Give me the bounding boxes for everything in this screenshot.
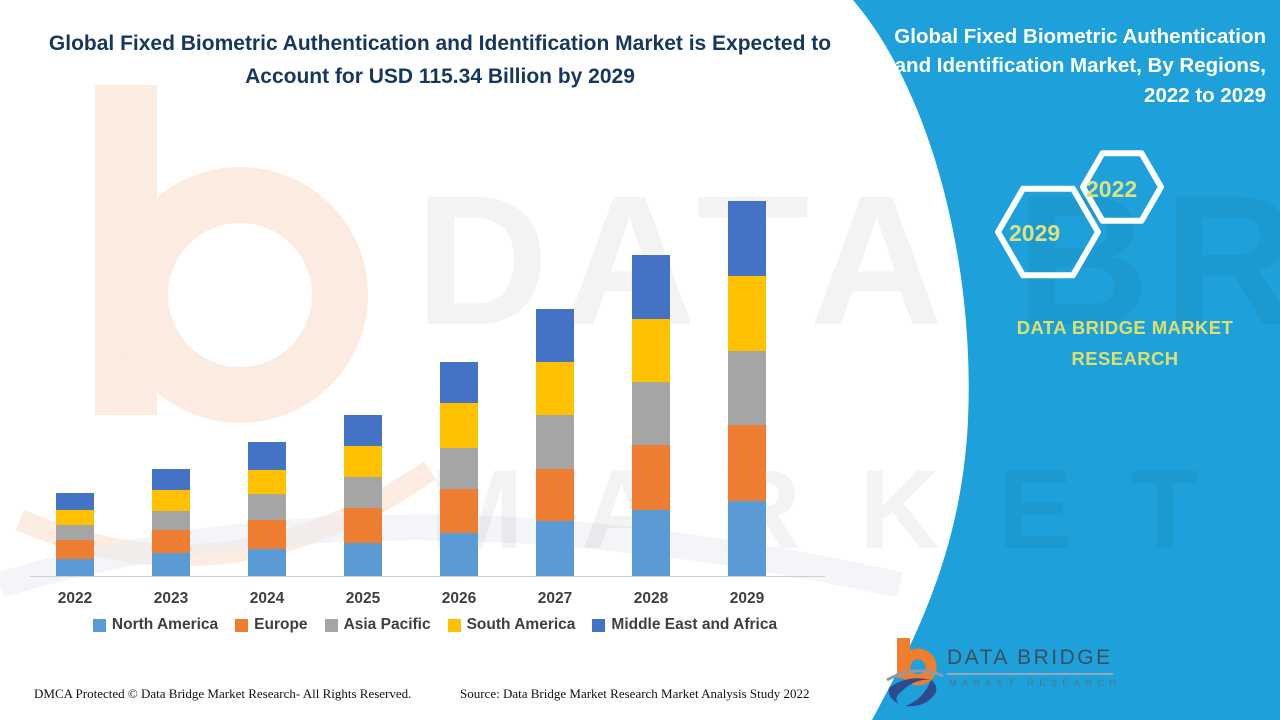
footer-dmca: DMCA Protected © Data Bridge Market Rese… (34, 686, 412, 701)
logo-b-icon (886, 638, 944, 707)
bar-segment (248, 442, 286, 471)
footer-source: Source: Data Bridge Market Research Mark… (460, 686, 810, 701)
bar-segment (344, 508, 382, 544)
x-tick-label: 2023 (153, 590, 189, 607)
brand-name: DATA BRIDGE MARKET RESEARCH (960, 312, 1280, 375)
bar-segment (248, 470, 286, 495)
hexagon-2022-label: 2022 (1086, 176, 1138, 202)
legend-label: Europe (254, 616, 308, 633)
bar-segment (632, 510, 670, 576)
legend-label: South America (466, 616, 576, 633)
hexagon-2022-shape (1080, 150, 1164, 224)
bar-segment (728, 500, 766, 576)
legend-item: Middle East and Africa (592, 616, 777, 634)
hexagon-outlines (995, 150, 1164, 279)
data-bridge-logo: DATA BRIDGE MARKET RESEARCH (885, 636, 1165, 712)
hexagon-2029-label: 2029 (1009, 220, 1061, 246)
bar-segment (440, 489, 478, 534)
bar-segment (248, 520, 286, 549)
legend-swatch (92, 618, 106, 632)
bar-group-2027 (536, 309, 574, 576)
legend-label: North America (111, 616, 219, 633)
panel-title: Global Fixed Biometric Authentication an… (894, 25, 1266, 107)
logo-title: DATA BRIDGE (947, 646, 1113, 675)
legend-label: Middle East and Africa (611, 616, 778, 633)
bar-segment (440, 448, 478, 490)
x-tick-label: 2029 (729, 590, 765, 607)
bar-segment (728, 275, 766, 351)
bar-segment (152, 468, 190, 490)
bar-segment (344, 446, 382, 478)
x-tick-label: 2026 (441, 590, 477, 607)
bar-segment (344, 415, 382, 447)
bar-group-2022 (56, 493, 94, 576)
bar-segment (56, 510, 94, 526)
bar-segment (440, 403, 478, 449)
legend: North America Europe Asia Pacific South Ame… (20, 616, 850, 634)
bar-segment (536, 309, 574, 362)
bar-segment (152, 552, 190, 576)
bar-segment (56, 493, 94, 511)
bar-segment (56, 559, 94, 576)
x-axis-line (30, 576, 825, 577)
bar-segment (632, 381, 670, 445)
bar-segment (728, 350, 766, 425)
brand-line1: DATA BRIDGE MARKET (1016, 317, 1234, 338)
legend-item: North America (92, 616, 219, 634)
bar-segment (536, 469, 574, 521)
bar-segment (344, 543, 382, 576)
plot-area (30, 190, 825, 577)
bar-group-2025 (344, 415, 382, 576)
x-axis-labels: 2022 2023 2024 2025 2026 2027 2028 2029 (30, 590, 825, 612)
x-tick-label: 2027 (537, 590, 573, 607)
bar-segment (152, 489, 190, 511)
logo-subtitle: MARKET RESEARCH (949, 678, 1122, 688)
bar-segment (344, 477, 382, 509)
page-title: Global Fixed Biometric Authentication an… (48, 32, 832, 88)
bar-segment (632, 318, 670, 382)
bar-group-2026 (440, 362, 478, 576)
x-tick-label: 2025 (345, 590, 381, 607)
legend-item: South America (447, 616, 576, 634)
x-tick-label: 2022 (57, 590, 93, 607)
bar-segment (152, 510, 190, 530)
legend-swatch (324, 618, 338, 632)
legend-item: Asia Pacific (324, 616, 431, 634)
bar-segment (440, 362, 478, 404)
hexagon-2029-shape (995, 185, 1101, 279)
x-tick-label: 2028 (633, 590, 669, 607)
brand-line2: RESEARCH (1071, 348, 1179, 370)
legend-swatch (235, 618, 249, 632)
x-tick-label: 2024 (249, 590, 285, 607)
bar-group-2023 (152, 468, 190, 576)
bar-segment (536, 362, 574, 415)
bar-segment (728, 200, 766, 276)
bar-segment (632, 445, 670, 510)
bar-group-2024 (248, 442, 286, 576)
legend-label: Asia Pacific (343, 616, 431, 633)
bar-segment (56, 525, 94, 541)
bar-segment (440, 533, 478, 576)
bar-segment (632, 254, 670, 319)
bar-group-2029 (728, 200, 766, 576)
legend-item: Europe (235, 616, 308, 634)
legend-swatch (592, 618, 606, 632)
legend-swatch (447, 618, 461, 632)
bar-segment (728, 424, 766, 501)
bar-segment (248, 549, 286, 576)
bar-segment (56, 540, 94, 560)
bar-segment (536, 521, 574, 576)
bar-group-2028 (632, 254, 670, 576)
bar-segment (152, 529, 190, 553)
bar-segment (536, 415, 574, 469)
year-hexagons: 2029 2022 (985, 140, 1185, 290)
bar-segment (248, 494, 286, 521)
